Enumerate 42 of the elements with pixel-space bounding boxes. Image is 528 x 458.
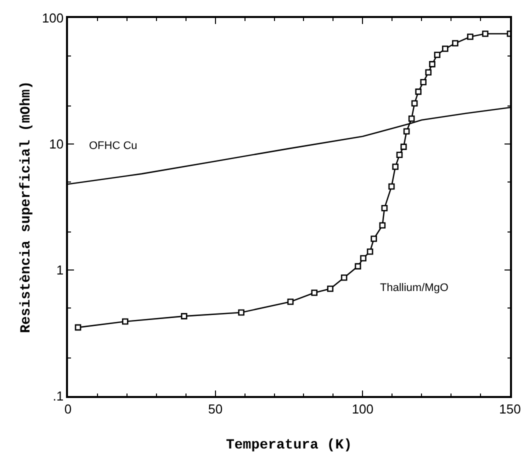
point <box>442 46 448 52</box>
y-axis-title: Resistència superficial (mOhm) <box>18 80 34 334</box>
point <box>340 274 348 281</box>
text: Thallium/MgO <box>380 282 449 294</box>
point <box>434 52 440 58</box>
point <box>408 115 415 122</box>
point <box>354 263 362 270</box>
point <box>415 88 422 95</box>
x-tick-label: 0 <box>64 401 72 416</box>
point <box>74 324 82 331</box>
point <box>467 34 474 40</box>
point <box>360 255 366 262</box>
point <box>366 248 374 255</box>
point <box>429 61 436 68</box>
y-tick-label: 100 <box>42 10 64 26</box>
y-tick-label: 10 <box>49 136 64 152</box>
point <box>425 69 432 76</box>
point <box>122 318 128 325</box>
point <box>311 290 318 296</box>
y-tick-label: .1 <box>52 388 64 404</box>
point <box>287 298 294 305</box>
point <box>392 164 399 170</box>
point <box>420 78 427 86</box>
point <box>400 144 407 150</box>
y-tick-label: 1 <box>56 262 64 278</box>
point <box>411 100 418 107</box>
point <box>403 128 410 134</box>
point <box>381 204 388 212</box>
point <box>452 40 458 46</box>
x-tick-label: 100 <box>352 401 374 416</box>
point <box>396 152 403 158</box>
point <box>388 183 395 190</box>
point <box>238 309 244 316</box>
text: OFHC Cu <box>89 140 138 152</box>
point <box>370 236 378 242</box>
point <box>180 313 188 320</box>
x-tick-label: 50 <box>208 401 223 416</box>
x-tick-label: 150 <box>499 401 521 416</box>
x-axis-title: Temperatura (K) <box>226 438 352 454</box>
point <box>379 222 386 229</box>
point <box>327 286 334 292</box>
point <box>482 30 488 37</box>
